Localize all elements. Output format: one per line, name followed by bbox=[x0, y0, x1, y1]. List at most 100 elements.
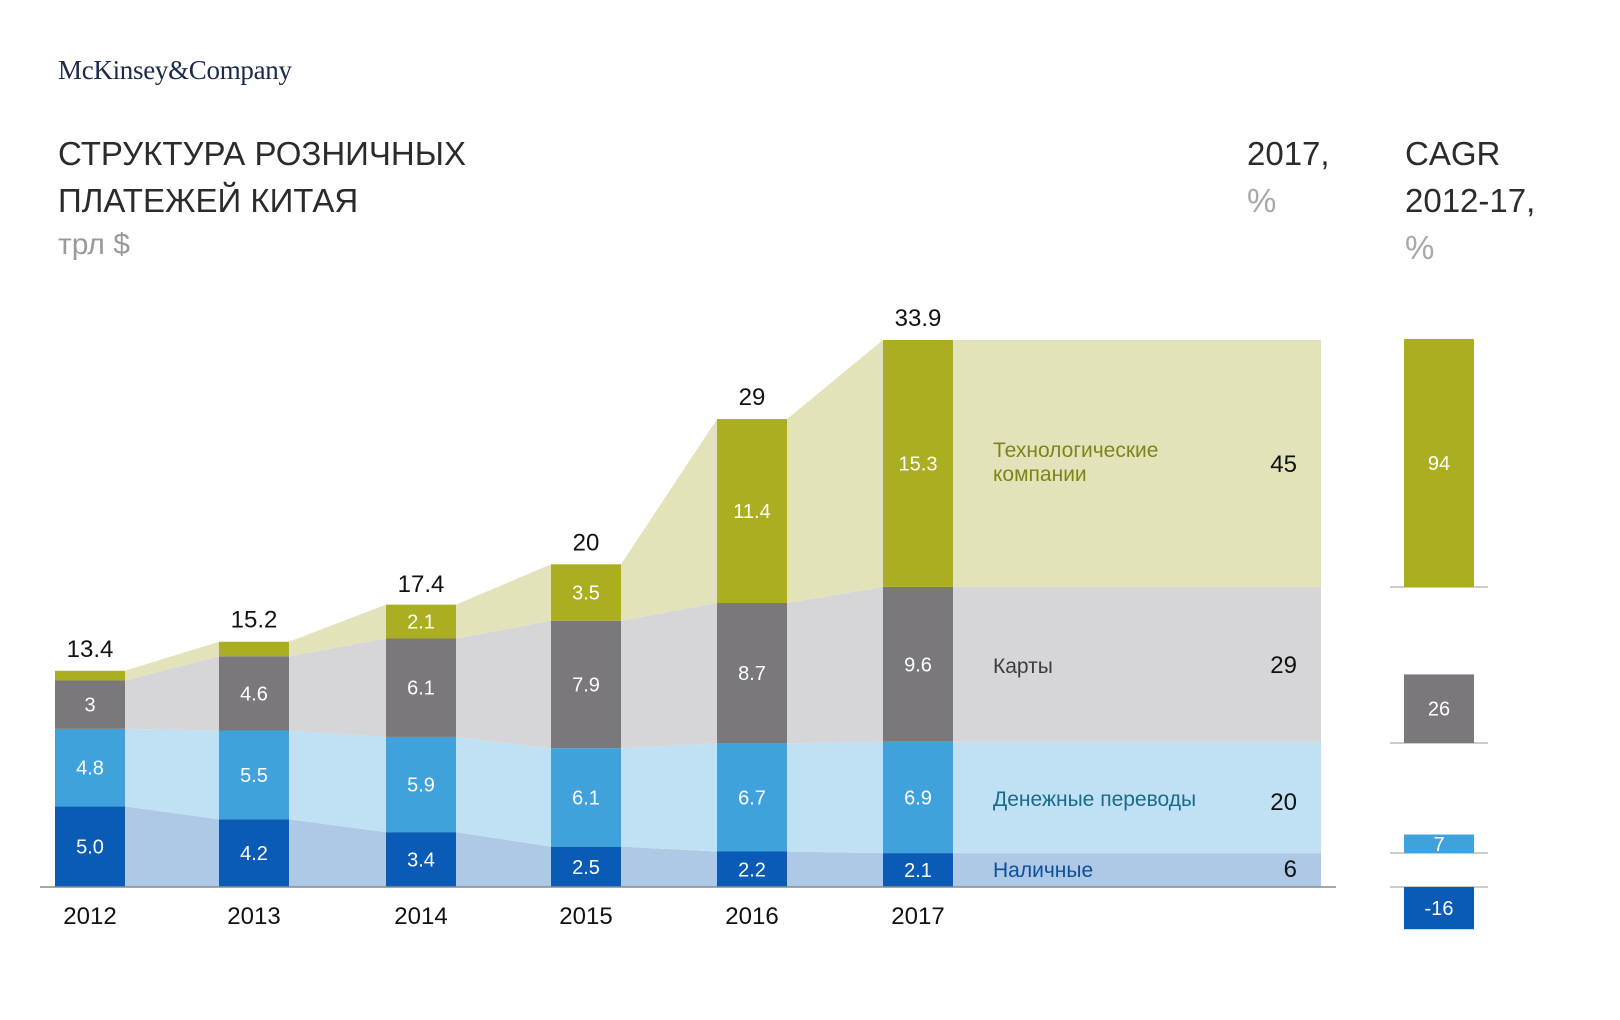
segment-value-label: 4.2 bbox=[240, 843, 268, 865]
band-transfers bbox=[289, 730, 386, 833]
cagr-value-transfers: 7 bbox=[1433, 834, 1444, 856]
share-value-transfers: 20 bbox=[1270, 789, 1297, 816]
chart-title-line-2: ПЛАТЕЖЕЙ КИТАЯ bbox=[58, 182, 359, 219]
bar-segment-cash bbox=[883, 853, 953, 887]
cagr-bar-transfers bbox=[1404, 834, 1474, 853]
legend-label-cash: Наличные bbox=[993, 859, 1093, 882]
band-tech bbox=[621, 419, 717, 621]
share-header-year: 2017, bbox=[1247, 135, 1330, 172]
bar-segment-tech bbox=[55, 670, 125, 681]
year-tick-label: 2016 bbox=[725, 903, 778, 930]
segment-value-label: 7.9 bbox=[572, 674, 600, 696]
brand-logo: McKinsey&Company bbox=[58, 55, 292, 85]
band-tech bbox=[456, 564, 551, 639]
year-tick-label: 2014 bbox=[394, 903, 447, 930]
segment-value-label: 3 bbox=[84, 695, 95, 717]
cagr-header-unit: % bbox=[1405, 229, 1435, 266]
bar-segment-cash bbox=[219, 819, 289, 887]
band-tech bbox=[787, 340, 883, 604]
legend: Наличные Денежные переводы Карты Технологич… bbox=[993, 439, 1196, 882]
bar-segment-cash bbox=[55, 806, 125, 887]
unit-label: трл $ bbox=[58, 228, 130, 261]
share-value-cards: 29 bbox=[1270, 652, 1297, 679]
band-tech bbox=[289, 604, 386, 657]
segment-value-label: 9.6 bbox=[904, 654, 932, 676]
share-column-header: 2017, % bbox=[1247, 130, 1330, 224]
segment-value-label: 11.4 bbox=[733, 501, 770, 523]
bar-segment-tech bbox=[219, 641, 289, 657]
bar-segment-tech bbox=[386, 604, 456, 639]
bar-segment-cards bbox=[551, 620, 621, 749]
segment-value-label: 5.5 bbox=[240, 765, 268, 787]
band-cash bbox=[621, 846, 717, 887]
band-cards bbox=[621, 603, 717, 749]
bar-segment-cash bbox=[717, 851, 787, 887]
segment-value-label: 4.8 bbox=[76, 758, 104, 780]
cagr-bar-cash bbox=[1404, 887, 1474, 930]
band-cash bbox=[456, 832, 551, 887]
chart-title-line-1: СТРУКТУРА РОЗНИЧНЫХ bbox=[58, 135, 466, 172]
cagr-bars: -16 7 26 94 bbox=[1390, 339, 1488, 930]
year-tick-label: 2012 bbox=[63, 903, 116, 930]
segment-value-label: 2.2 bbox=[738, 859, 766, 881]
band-cash bbox=[289, 819, 386, 887]
cagr-header-line-2: 2012-17, bbox=[1405, 182, 1536, 219]
cagr-value-tech: 94 bbox=[1428, 453, 1450, 475]
bar-segment-tech bbox=[551, 564, 621, 621]
band-transfers bbox=[456, 736, 551, 847]
band-cash bbox=[787, 851, 883, 887]
total-value-label: 17.4 bbox=[398, 571, 445, 598]
x-axis-tick-labels: 2012 2013 2014 2015 2016 2017 bbox=[63, 903, 944, 930]
segment-value-label: 8.7 bbox=[738, 663, 766, 685]
share-value-cash: 6 bbox=[1284, 856, 1297, 883]
segment-value-label: 6.1 bbox=[407, 678, 435, 700]
band-cash bbox=[125, 806, 219, 887]
segment-value-label: 6.9 bbox=[904, 787, 932, 809]
legend-label-tech: Технологические bbox=[993, 439, 1158, 462]
segment-value-label: 6.7 bbox=[738, 787, 766, 809]
bar-segment-cards bbox=[219, 656, 289, 731]
band-cards bbox=[289, 638, 386, 737]
bars bbox=[55, 340, 953, 887]
cagr-value-cash: -16 bbox=[1425, 898, 1454, 920]
legend-bands bbox=[953, 340, 1321, 887]
legend-band-cards bbox=[953, 586, 1321, 742]
total-value-label: 20 bbox=[573, 529, 600, 556]
total-value-label: 13.4 bbox=[67, 636, 114, 663]
bar-segment-cash bbox=[386, 832, 456, 887]
total-value-label: 33.9 bbox=[895, 305, 942, 332]
year-tick-label: 2013 bbox=[227, 903, 280, 930]
segment-value-label: 5.0 bbox=[76, 837, 104, 859]
year-tick-label: 2015 bbox=[559, 903, 612, 930]
band-transfers bbox=[125, 728, 219, 820]
segment-value-label: 2.5 bbox=[572, 857, 600, 879]
segment-value-label: 3.4 bbox=[407, 850, 435, 872]
legend-label-cards: Карты bbox=[993, 655, 1053, 678]
cagr-value-cards: 26 bbox=[1428, 699, 1450, 721]
cagr-bar-tech bbox=[1404, 339, 1474, 587]
band-transfers bbox=[787, 741, 883, 854]
bar-segment-cash bbox=[551, 846, 621, 887]
share-2017-values: 6 20 29 45 bbox=[1270, 451, 1297, 883]
cagr-column-header: CAGR 2012-17, % bbox=[1405, 130, 1535, 271]
bar-segment-transfers bbox=[386, 736, 456, 833]
total-value-label: 29 bbox=[739, 384, 766, 411]
segment-value-label: 4.6 bbox=[240, 683, 268, 705]
band-transfers bbox=[621, 743, 717, 852]
band-cards bbox=[787, 586, 883, 744]
legend-band-transfers bbox=[953, 741, 1321, 854]
year-tick-label: 2017 bbox=[891, 903, 944, 930]
cagr-bar-cards bbox=[1404, 674, 1474, 743]
bar-segment-cards bbox=[55, 680, 125, 729]
total-labels: 13.4 15.2 17.4 20 29 33.9 bbox=[67, 305, 942, 663]
band-cards bbox=[456, 620, 551, 749]
bar-segment-cards bbox=[386, 638, 456, 737]
segment-value-label: 3.5 bbox=[572, 583, 600, 605]
share-header-unit: % bbox=[1247, 182, 1277, 219]
share-value-tech: 45 bbox=[1270, 451, 1297, 478]
area-bands bbox=[125, 340, 883, 887]
segment-value-label: 2.1 bbox=[904, 860, 932, 882]
bar-segment-cards bbox=[883, 586, 953, 742]
bar-segment-tech bbox=[717, 419, 787, 604]
